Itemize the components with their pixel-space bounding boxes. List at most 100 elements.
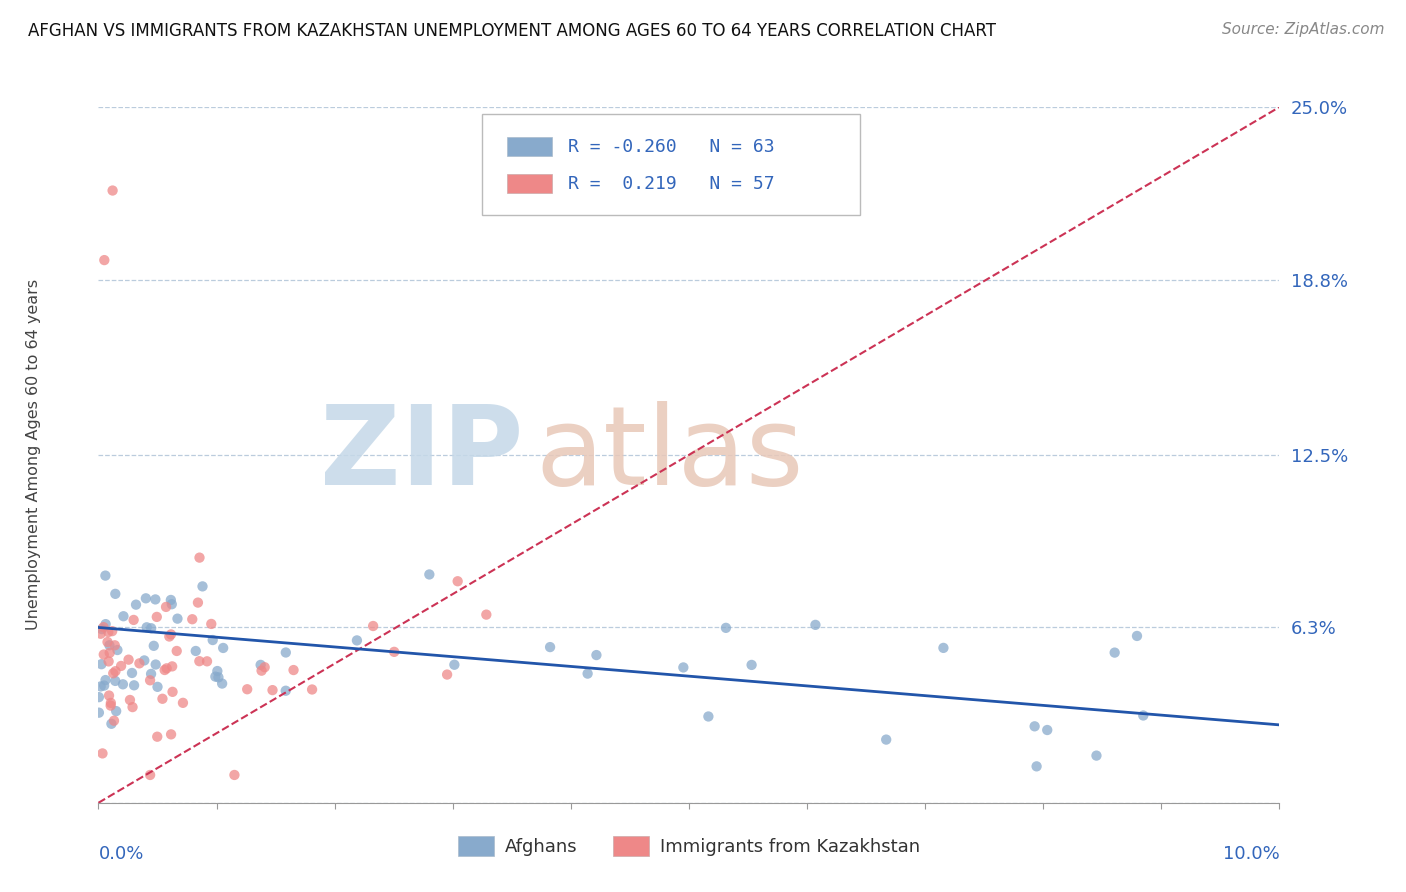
Point xyxy=(134,653,156,667)
Point xyxy=(1025,759,1047,773)
Point xyxy=(204,670,226,684)
Point xyxy=(274,683,297,698)
Point xyxy=(201,633,224,648)
Point xyxy=(139,768,162,782)
Point xyxy=(121,665,143,680)
Point xyxy=(139,666,162,681)
Point xyxy=(804,618,827,632)
Point xyxy=(152,691,174,706)
Point xyxy=(155,599,177,614)
Text: 10.0%: 10.0% xyxy=(1223,845,1279,863)
Point xyxy=(141,621,163,635)
Point xyxy=(187,596,209,610)
Point xyxy=(741,657,763,672)
Point xyxy=(87,690,110,705)
Point xyxy=(135,591,157,606)
Point xyxy=(249,657,271,672)
Point xyxy=(418,567,440,582)
Point xyxy=(538,640,561,654)
Point xyxy=(135,620,157,634)
Point xyxy=(100,698,122,713)
Point xyxy=(90,626,112,640)
Point xyxy=(146,610,169,624)
Point xyxy=(166,612,188,626)
Point xyxy=(103,666,125,681)
Point xyxy=(184,644,207,658)
Point xyxy=(93,648,115,662)
Point xyxy=(207,670,229,684)
Text: R =  0.219   N = 57: R = 0.219 N = 57 xyxy=(568,175,775,193)
Point xyxy=(436,667,458,681)
Point xyxy=(104,664,127,678)
Point xyxy=(156,661,179,675)
Point xyxy=(122,613,145,627)
Text: 0.0%: 0.0% xyxy=(98,845,143,863)
Point xyxy=(1126,629,1149,643)
Point xyxy=(1036,723,1059,737)
Point xyxy=(253,660,276,674)
Point xyxy=(250,664,273,678)
Point xyxy=(104,673,127,688)
Point xyxy=(90,680,112,694)
Point xyxy=(112,609,135,624)
Point xyxy=(160,727,183,741)
Point xyxy=(94,568,117,582)
Point xyxy=(100,696,122,710)
Point xyxy=(145,657,167,672)
Bar xyxy=(508,174,553,194)
Text: AFGHAN VS IMMIGRANTS FROM KAZAKHSTAN UNEMPLOYMENT AMONG AGES 60 TO 64 YEARS CORR: AFGHAN VS IMMIGRANTS FROM KAZAKHSTAN UNE… xyxy=(28,22,995,40)
Point xyxy=(87,706,110,720)
Point xyxy=(932,640,955,655)
Point xyxy=(200,616,222,631)
Point xyxy=(166,644,188,658)
Point xyxy=(1024,719,1046,733)
Point xyxy=(98,638,121,652)
Point xyxy=(93,620,115,634)
Point xyxy=(1132,708,1154,723)
Point xyxy=(90,657,112,672)
Point xyxy=(142,639,165,653)
Point xyxy=(195,654,218,668)
Point xyxy=(191,579,214,593)
Point xyxy=(93,253,115,268)
Point xyxy=(97,654,120,668)
Text: atlas: atlas xyxy=(536,401,804,508)
Point xyxy=(125,598,148,612)
Point xyxy=(117,653,139,667)
Point xyxy=(100,716,122,731)
Point xyxy=(447,574,470,589)
Point xyxy=(146,680,169,694)
Point xyxy=(361,619,384,633)
Point xyxy=(94,617,117,632)
Point xyxy=(224,768,246,782)
Point xyxy=(160,597,183,611)
Point xyxy=(128,657,150,671)
Point xyxy=(181,612,204,626)
Point xyxy=(160,659,183,673)
Text: Unemployment Among Ages 60 to 64 years: Unemployment Among Ages 60 to 64 years xyxy=(25,279,41,631)
Point xyxy=(107,643,129,657)
Point xyxy=(153,663,176,677)
Point xyxy=(207,664,229,678)
Point xyxy=(172,696,194,710)
Point xyxy=(162,685,184,699)
Point xyxy=(274,646,297,660)
Point xyxy=(346,633,368,648)
Point xyxy=(157,630,180,644)
Point xyxy=(576,666,599,681)
Point xyxy=(188,654,211,668)
Legend: Afghans, Immigrants from Kazakhstan: Afghans, Immigrants from Kazakhstan xyxy=(450,829,928,863)
Point xyxy=(714,621,737,635)
Point xyxy=(382,645,405,659)
Point xyxy=(101,624,124,639)
Text: R = -0.260   N = 63: R = -0.260 N = 63 xyxy=(568,137,775,156)
Point xyxy=(443,657,465,672)
Point xyxy=(160,593,183,607)
Point xyxy=(90,622,112,636)
Point xyxy=(301,682,323,697)
Point xyxy=(105,704,128,718)
Text: Source: ZipAtlas.com: Source: ZipAtlas.com xyxy=(1222,22,1385,37)
Point xyxy=(101,184,124,198)
Point xyxy=(93,679,115,693)
Point xyxy=(104,587,127,601)
